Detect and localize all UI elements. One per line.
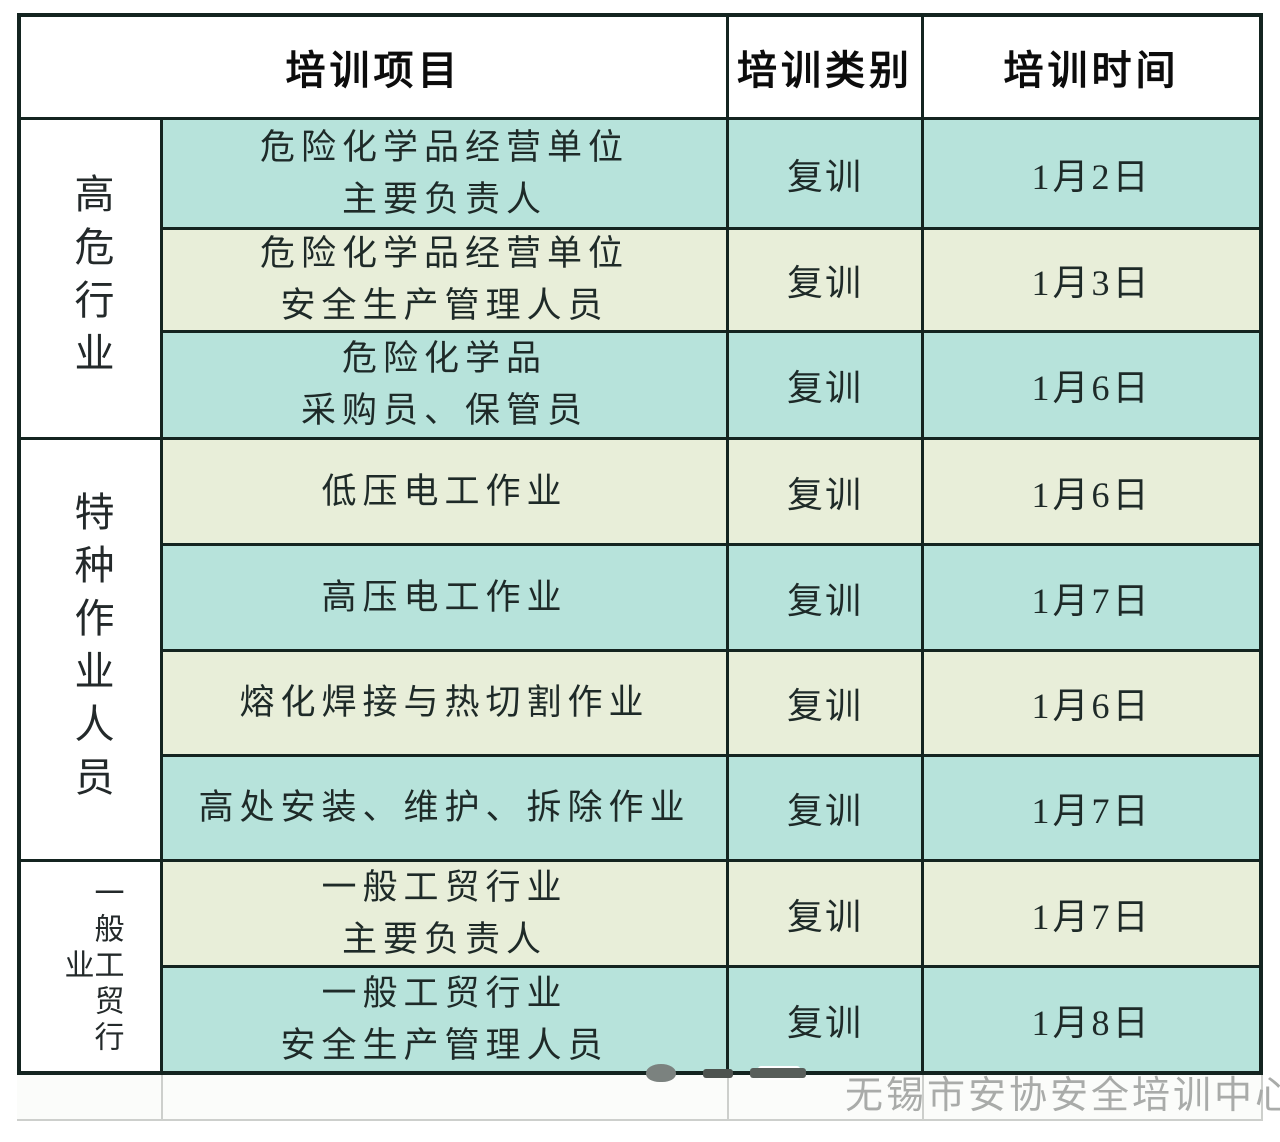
- project-line-1: 危险化学品经营单位: [259, 234, 629, 273]
- time-cell: 1月7日: [924, 546, 1259, 652]
- project-line-1: 高处安装、维护、拆除作业: [198, 788, 691, 827]
- project-line-1: 低压电工作业: [321, 471, 568, 511]
- header-category-label: 培训类别: [737, 49, 913, 93]
- group-cell-special-operations: 特种作业人员: [21, 440, 163, 862]
- header-cell-time: 培训时间: [924, 17, 1259, 120]
- project-line-2: 主要负责人: [341, 919, 547, 959]
- time-cell: 1月3日: [924, 230, 1259, 333]
- project-line-1: 一般工贸行业: [321, 973, 568, 1013]
- category-cell: 复训: [729, 968, 924, 1071]
- time-value: 1月7日: [1031, 580, 1152, 621]
- time-value: 1月7日: [1031, 791, 1152, 831]
- category-cell: 复训: [729, 120, 924, 230]
- category-cell: 复训: [729, 757, 924, 862]
- group-label: 高危行业: [68, 172, 114, 385]
- header-cell-category: 培训类别: [729, 17, 924, 120]
- time-cell: 1月7日: [924, 757, 1259, 862]
- group-cell-general-industry-trade: 一般工贸行业: [21, 862, 163, 1071]
- category-value: 复训: [786, 474, 863, 515]
- time-value: 1月6日: [1031, 474, 1152, 515]
- time-value: 1月2日: [1031, 156, 1152, 197]
- footer-cell: [17, 1075, 163, 1119]
- project-line-2: 安全生产管理人员: [280, 286, 609, 325]
- watermark-logo-fragment: [750, 1068, 806, 1078]
- category-value: 复训: [786, 156, 863, 197]
- time-cell: 1月6日: [924, 333, 1259, 440]
- project-cell: 危险化学品经营单位 主要负责人: [163, 120, 729, 230]
- time-cell: 1月8日: [924, 968, 1259, 1071]
- watermark-logo-fragment: [703, 1069, 733, 1078]
- category-value: 复训: [786, 791, 863, 831]
- project-cell: 一般工贸行业 主要负责人: [163, 862, 729, 968]
- category-cell: 复训: [729, 652, 924, 757]
- project-cell: 熔化焊接与热切割作业: [163, 652, 729, 757]
- category-cell: 复训: [729, 230, 924, 333]
- project-line-1: 一般工贸行业: [321, 867, 568, 907]
- project-line-1: 熔化焊接与热切割作业: [239, 683, 650, 722]
- category-value: 复训: [786, 686, 863, 726]
- project-line-2: 采购员、保管员: [300, 391, 588, 430]
- header-cell-project: 培训项目: [21, 17, 729, 120]
- project-line-1: 高压电工作业: [321, 577, 568, 617]
- footer-empty-row: [17, 1075, 1263, 1121]
- header-project-label: 培训项目: [285, 49, 462, 93]
- project-line-2: 主要负责人: [341, 179, 547, 219]
- time-value: 1月6日: [1031, 686, 1152, 726]
- time-cell: 1月6日: [924, 440, 1259, 546]
- time-cell: 1月7日: [924, 862, 1259, 968]
- footer-cell: [163, 1075, 729, 1119]
- category-value: 复训: [786, 580, 863, 621]
- project-cell: 高处安装、维护、拆除作业: [163, 757, 729, 862]
- time-value: 1月3日: [1031, 263, 1152, 303]
- project-line-1: 危险化学品: [341, 339, 547, 378]
- project-cell: 高压电工作业: [163, 546, 729, 652]
- project-cell: 危险化学品经营单位 安全生产管理人员: [163, 230, 729, 333]
- project-cell: 低压电工作业: [163, 440, 729, 546]
- watermark-logo-fragment: [646, 1064, 676, 1082]
- category-cell: 复训: [729, 440, 924, 546]
- category-value: 复训: [786, 896, 863, 937]
- group-label: 一般工贸行业: [59, 876, 123, 1057]
- category-value: 复训: [786, 1002, 863, 1043]
- project-cell: 危险化学品 采购员、保管员: [163, 333, 729, 440]
- watermark-text: 无锡市安协安全培训中心: [845, 1075, 1280, 1117]
- project-cell: 一般工贸行业 安全生产管理人员: [163, 968, 729, 1071]
- category-cell: 复训: [729, 546, 924, 652]
- header-time-label: 培训时间: [1003, 49, 1180, 93]
- time-cell: 1月6日: [924, 652, 1259, 757]
- training-schedule-table: 培训项目 培训类别 培训时间 高危行业 特种作业人员 一般工贸行业 危险化学品经…: [17, 13, 1263, 1075]
- time-value: 1月8日: [1031, 1002, 1152, 1043]
- category-value: 复训: [786, 263, 863, 303]
- group-label: 特种作业人员: [68, 490, 114, 809]
- footer-cell: [729, 1075, 924, 1119]
- category-cell: 复训: [729, 333, 924, 440]
- time-value: 1月6日: [1031, 368, 1152, 408]
- project-line-2: 安全生产管理人员: [280, 1025, 609, 1065]
- category-cell: 复训: [729, 862, 924, 968]
- time-value: 1月7日: [1031, 896, 1152, 937]
- project-line-1: 危险化学品经营单位: [259, 127, 629, 167]
- group-cell-high-risk-industry: 高危行业: [21, 120, 163, 440]
- category-value: 复训: [786, 368, 863, 408]
- time-cell: 1月2日: [924, 120, 1259, 230]
